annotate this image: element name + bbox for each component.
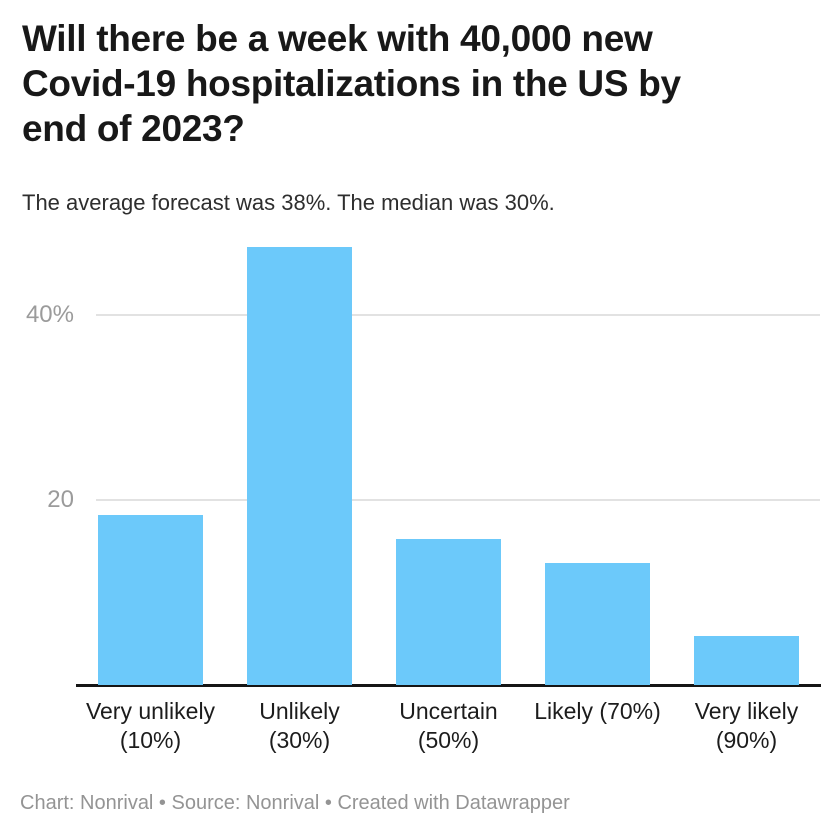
x-axis-label-line: Very unlikely [85, 698, 216, 724]
x-axis-label-line: Uncertain [399, 698, 498, 724]
gridline-20 [96, 499, 820, 501]
y-axis-tick-label-40: 40% [25, 301, 74, 328]
x-axis-line [76, 684, 821, 687]
chart-title-line-2: Covid-19 hospitalizations in the US by [22, 63, 681, 104]
chart-attribution: Chart: Nonrival • Source: Nonrival • Cre… [20, 792, 570, 814]
x-axis-label-uncertain-50: Uncertain (50%) [364, 697, 534, 755]
bar-likely-70[interactable] [545, 562, 650, 685]
x-axis-label-very-unlikely-10: Very unlikely (10%) [66, 697, 236, 755]
bar-chart-plot: 20 40% Very unlikely (10%) Unlikely (30%) Unce… [0, 228, 840, 753]
chart-title-line-1: Will there be a week with 40,000 new [22, 18, 653, 59]
chart-title: Will there be a week with 40,000 new Cov… [22, 16, 681, 151]
x-axis-label-line: (50%) [417, 727, 480, 753]
x-axis-label-line: (10%) [119, 727, 182, 753]
y-axis-tick-label-20: 20 [47, 486, 74, 513]
chart-subtitle: The average forecast was 38%. The median… [22, 190, 555, 215]
bar-unlikely-30[interactable] [247, 246, 352, 685]
x-axis-label-line: Likely (70%) [534, 698, 661, 724]
x-axis-label-line: (90%) [715, 727, 778, 753]
bar-very-likely-90[interactable] [694, 635, 799, 685]
x-axis-label-likely-70: Likely (70%) [513, 697, 683, 726]
x-axis-label-line: Very likely [694, 698, 799, 724]
bar-uncertain-50[interactable] [396, 538, 501, 685]
chart-title-line-3: end of 2023? [22, 108, 245, 149]
x-axis-label-line: (30%) [268, 727, 331, 753]
gridline-40 [96, 314, 820, 316]
x-axis-label-very-likely-90: Very likely (90%) [662, 697, 832, 755]
x-axis-label-line: Unlikely [259, 698, 340, 724]
bar-very-unlikely-10[interactable] [98, 514, 203, 685]
x-axis-label-unlikely-30: Unlikely (30%) [215, 697, 385, 755]
